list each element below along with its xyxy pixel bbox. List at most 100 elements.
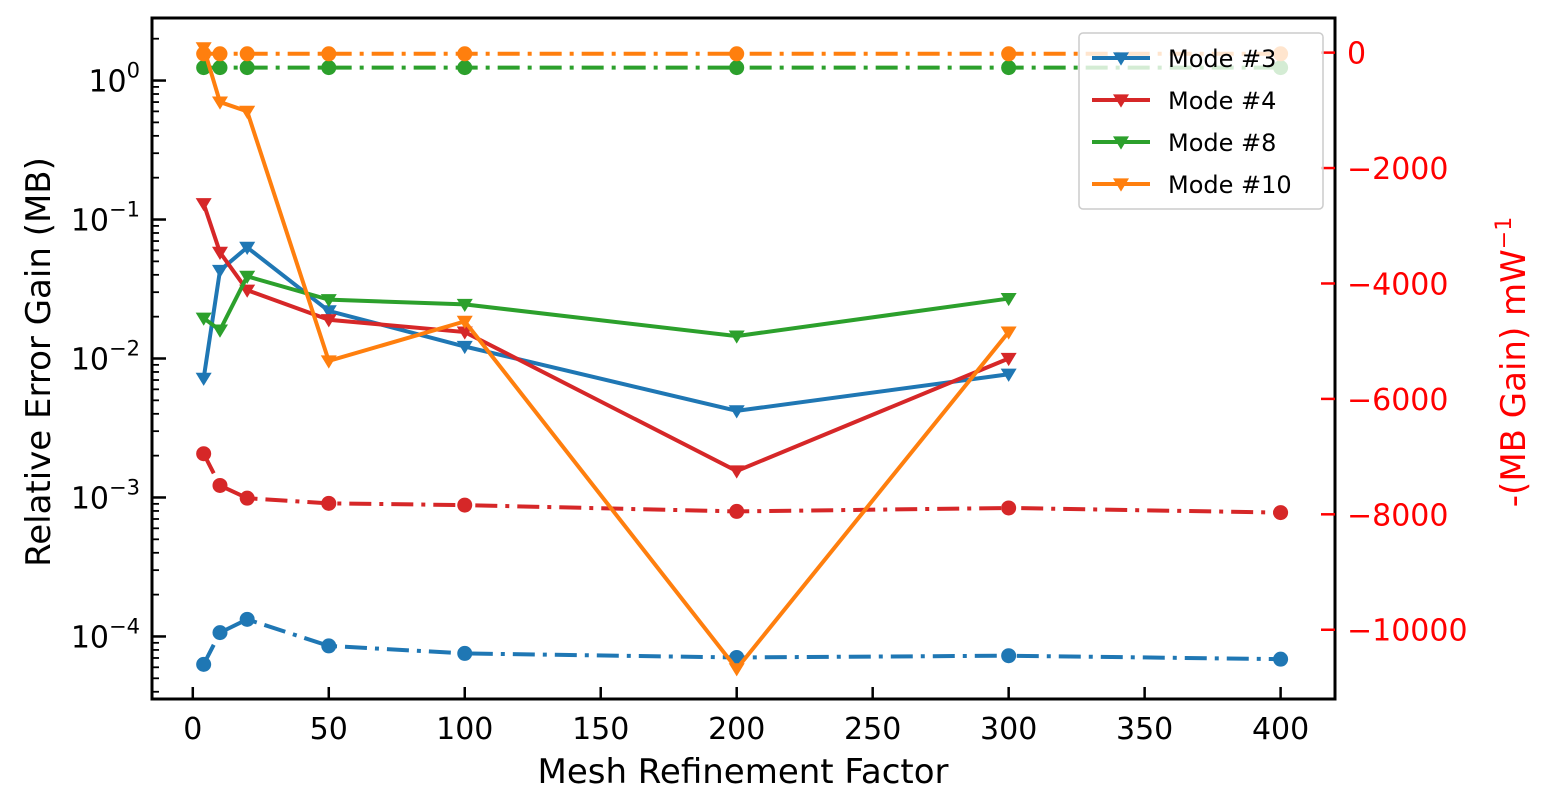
relative-error-point (728, 405, 745, 419)
mb-gain-point (212, 625, 228, 641)
relative-error-point (456, 315, 473, 329)
mb-gain-point (1001, 46, 1017, 62)
x-tick-label: 0 (183, 712, 202, 747)
relative-error-point (728, 465, 745, 479)
relative-error-point (195, 42, 212, 56)
legend: Mode #3 Mode #4 Mode #8 Mode #10 (1078, 32, 1324, 210)
mb-gain-point (212, 60, 228, 76)
mb-gain-line (201, 617, 1281, 666)
y-left-tick-label: 100 (88, 59, 140, 100)
legend-label: Mode #8 (1168, 129, 1276, 157)
relative-error-point (195, 372, 212, 386)
legend-items: Mode #3 Mode #4 Mode #8 Mode #10 (1092, 45, 1292, 199)
relative-error-point (211, 264, 228, 279)
mb-gain-point (321, 46, 337, 62)
y-left-tick-exponent: 0 (127, 59, 140, 83)
y-left-tick-exponent: −3 (109, 475, 140, 499)
relative-error-point (320, 294, 337, 308)
mb-gain-point (1001, 500, 1017, 516)
y-right-axis-label-exponent: −1 (1492, 217, 1517, 249)
relative-error-point (211, 96, 228, 110)
relative-error-point (320, 355, 337, 369)
legend-marker (1113, 94, 1129, 108)
mb-gain-line (201, 452, 1281, 515)
mb-gain-lines (196, 46, 1289, 672)
y-left-tick-exponent: −1 (109, 198, 140, 222)
mb-gain-point (321, 60, 337, 76)
relative-error-point (239, 270, 256, 284)
y-right-tick-label: −4000 (1347, 267, 1448, 302)
y-right-tick-label: −8000 (1347, 498, 1448, 533)
mb-gain-point (457, 60, 473, 76)
relative-error-line (201, 203, 1010, 474)
relative-error-point (1000, 292, 1017, 307)
mb-gain-point (1001, 60, 1017, 76)
mb-gain-point (729, 503, 745, 519)
relative-error-point (456, 326, 473, 340)
relative-error-line (201, 244, 1009, 413)
mb-gain-point (196, 446, 212, 462)
relative-error-lines (195, 42, 1017, 677)
y-right-axis-label: -(MB Gain) mW−1 (1492, 217, 1534, 507)
y-right-tick-label: −6000 (1347, 383, 1448, 418)
relative-error-point (239, 241, 256, 256)
legend-label: Mode #3 (1168, 45, 1276, 73)
x-axis-label: Mesh Refinement Factor (537, 752, 948, 792)
mb-gain-point (321, 495, 337, 511)
mb-gain-point (729, 46, 745, 62)
x-tick-label: 200 (708, 712, 765, 747)
y-left-tick-base: 10 (71, 481, 109, 516)
y-left-tick-label: 10−4 (71, 614, 140, 655)
mb-gain-point (239, 490, 255, 506)
x-tick-label: 350 (1116, 712, 1173, 747)
y-left-tick-base: 10 (71, 343, 109, 378)
y-right-axis-label-main: -(MB Gain) mW (1494, 249, 1534, 507)
mb-gain-point (457, 46, 473, 62)
relative-error-point (728, 663, 745, 677)
relative-error-point (1000, 368, 1017, 382)
x-tick-label: 100 (436, 712, 493, 747)
relative-error-point (239, 105, 256, 119)
legend-marker (1113, 178, 1129, 192)
mb-gain-point (1273, 505, 1289, 521)
y-left-tick-exponent: −2 (109, 337, 140, 361)
relative-error-point (456, 298, 473, 313)
relative-error-point (728, 330, 745, 344)
y-right-tick-label: −10000 (1347, 614, 1468, 649)
mb-gain-point (1273, 651, 1289, 667)
relative-error-point (320, 314, 337, 328)
x-tick-label: 250 (844, 712, 901, 747)
mb-gain-point (239, 46, 255, 62)
relative-error-point (456, 340, 473, 355)
y-right-tick-label: 0 (1347, 37, 1366, 72)
y-left-tick-label: 10−1 (71, 198, 140, 239)
relative-error-point (211, 246, 228, 260)
mb-gain-point (212, 46, 228, 62)
y-right-tick-label: −2000 (1347, 152, 1448, 187)
legend-frame (1078, 32, 1324, 210)
x-axis-ticks: 0 50 100 150 200 250 300 350 400 (183, 687, 1309, 747)
legend-label: Mode #10 (1168, 171, 1292, 199)
y-left-tick-base: 10 (71, 620, 109, 655)
x-tick-label: 300 (980, 712, 1037, 747)
relative-error-point (211, 324, 228, 338)
mb-gain-point (1001, 648, 1017, 664)
y-left-tick-base: 10 (88, 65, 126, 100)
relative-error-point (195, 198, 212, 212)
mb-gain-point (457, 645, 473, 661)
y-left-tick-exponent: −4 (109, 614, 140, 638)
mb-gain-point (196, 656, 212, 672)
relative-error-point (1000, 326, 1017, 340)
relative-error-point (195, 312, 212, 326)
mb-gain-point (729, 60, 745, 76)
y-left-tick-label: 10−2 (71, 337, 140, 378)
mb-gain-point (239, 60, 255, 76)
x-tick-label: 400 (1252, 712, 1309, 747)
legend-marker (1113, 52, 1129, 66)
y-right-axis-ticks: 0 −2000 −4000 −6000 −8000 −10000 (1321, 37, 1468, 649)
relative-error-point (320, 305, 337, 319)
mb-gain-point (457, 497, 473, 513)
mb-gain-point (239, 611, 255, 627)
y-left-tick-base: 10 (71, 204, 109, 239)
